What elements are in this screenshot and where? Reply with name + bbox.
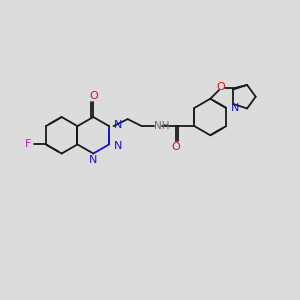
- Text: N: N: [114, 120, 122, 130]
- Text: N: N: [114, 141, 122, 151]
- Text: F: F: [24, 140, 31, 149]
- Text: O: O: [172, 142, 181, 152]
- Text: O: O: [217, 82, 226, 92]
- Text: NH: NH: [154, 121, 170, 131]
- Text: N: N: [89, 155, 98, 165]
- Text: O: O: [89, 91, 98, 101]
- Text: N: N: [231, 103, 239, 113]
